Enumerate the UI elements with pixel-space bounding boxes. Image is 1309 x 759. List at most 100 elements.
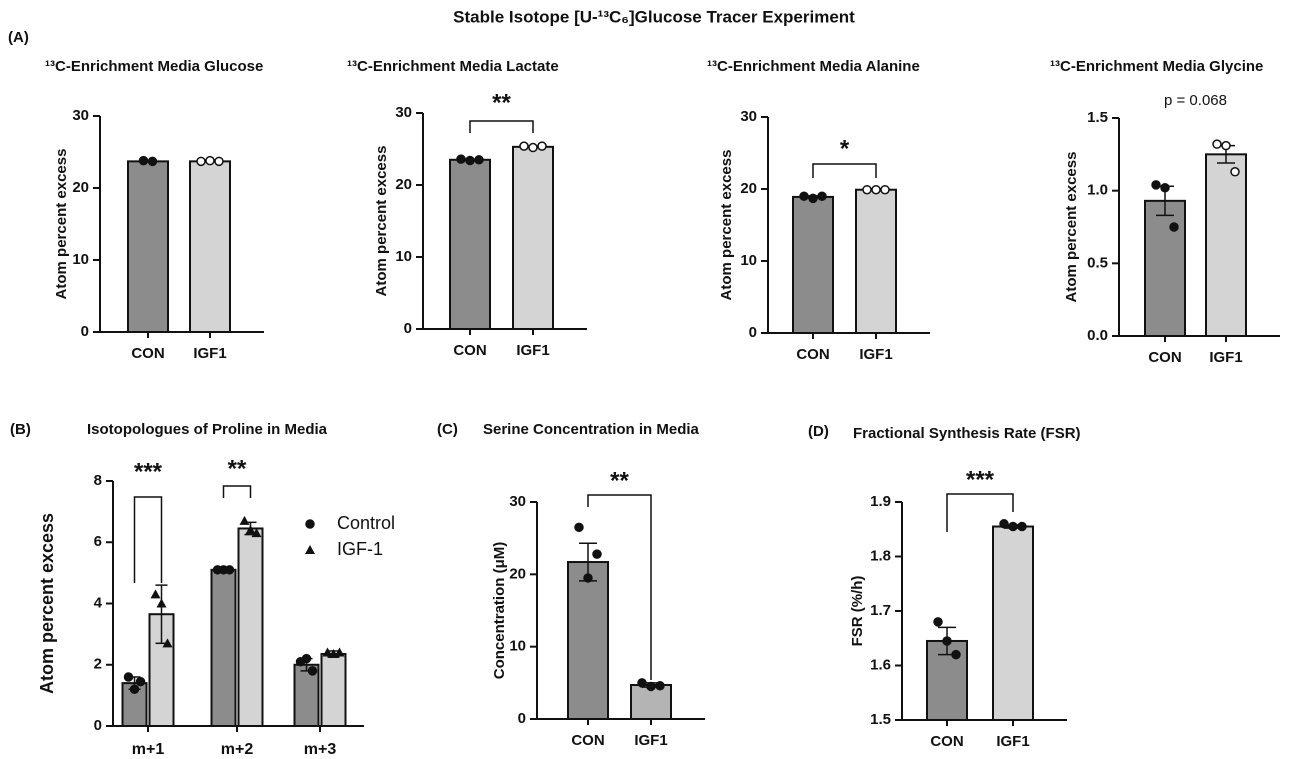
data-point xyxy=(1008,521,1018,532)
bar xyxy=(127,160,169,333)
chart-title: Isotopologues of Proline in Media xyxy=(87,421,328,438)
data-point xyxy=(205,155,215,166)
y-tick-label: 0.0 xyxy=(1087,327,1108,344)
significance-label: * xyxy=(840,135,850,162)
y-axis-label: Atom percent excess xyxy=(37,513,57,694)
data-point xyxy=(592,549,602,559)
data-point xyxy=(646,681,656,692)
bar xyxy=(992,525,1034,722)
significance-bracket xyxy=(587,494,652,680)
data-point xyxy=(1221,140,1231,151)
bar xyxy=(189,160,231,333)
y-tick-label: 8 xyxy=(94,472,102,489)
data-point xyxy=(1017,521,1027,532)
y-axis-label: Atom percent excess xyxy=(718,150,735,301)
data-point xyxy=(135,676,146,687)
y-tick-label: 6 xyxy=(94,533,102,550)
x-tick-label: CON xyxy=(930,733,963,750)
significance-bracket xyxy=(812,163,877,178)
x-tick-label: CON xyxy=(453,342,486,359)
chart-title: Fractional Synthesis Rate (FSR) xyxy=(853,425,1081,442)
data-point xyxy=(334,647,345,657)
x-tick-label: CON xyxy=(1148,349,1181,366)
y-tick-label: 2 xyxy=(94,656,102,673)
legend-label: IGF-1 xyxy=(337,539,383,559)
data-point xyxy=(322,647,333,657)
data-point xyxy=(880,184,890,195)
data-point xyxy=(1230,167,1240,177)
data-point xyxy=(871,184,881,195)
data-point xyxy=(456,154,466,164)
chart-title: ¹³C-Enrichment Media Glycine xyxy=(1050,58,1263,75)
y-tick-label: 0 xyxy=(404,320,412,337)
significance-label: ** xyxy=(492,89,511,116)
data-point xyxy=(307,666,318,676)
panel-label: (B) xyxy=(10,421,31,438)
y-tick-label: 1.7 xyxy=(870,602,891,619)
bar xyxy=(1144,199,1186,337)
bar xyxy=(210,568,237,727)
x-tick-label: IGF1 xyxy=(859,346,892,363)
significance-label: ** xyxy=(610,467,629,494)
y-tick-label: 1.8 xyxy=(870,547,891,564)
x-tick-label: IGF1 xyxy=(516,342,549,359)
y-tick-label: 1.6 xyxy=(870,656,891,673)
data-point xyxy=(817,191,827,201)
x-tick-label: IGF1 xyxy=(996,733,1029,750)
y-tick-label: 1.5 xyxy=(870,711,891,728)
data-point xyxy=(147,156,158,167)
data-point xyxy=(637,678,647,688)
significance-bracket xyxy=(469,120,534,133)
y-tick-label: 20 xyxy=(395,176,412,193)
data-point xyxy=(1169,222,1179,232)
data-point xyxy=(799,191,809,201)
data-point xyxy=(528,142,538,153)
x-tick-label: m+3 xyxy=(304,741,337,758)
figure-title: Stable Isotope [U-¹³C₆]Glucose Tracer Ex… xyxy=(453,7,855,26)
x-tick-label: CON xyxy=(131,345,164,362)
significance-label: ** xyxy=(228,455,247,482)
data-point xyxy=(1160,183,1170,193)
bar xyxy=(237,527,264,727)
significance-bracket xyxy=(946,493,1014,532)
bar xyxy=(512,145,554,330)
chart-title: ¹³C-Enrichment Media Alanine xyxy=(707,58,920,75)
y-tick-label: 0 xyxy=(81,323,89,340)
data-point xyxy=(951,649,961,660)
data-point xyxy=(224,565,235,575)
y-tick-label: 10 xyxy=(395,248,412,265)
y-tick-label: 1.0 xyxy=(1087,182,1108,199)
data-point xyxy=(123,672,134,682)
annotation: p = 0.068 xyxy=(1164,92,1227,109)
data-point xyxy=(574,522,584,533)
data-point xyxy=(862,184,872,195)
y-tick-label: 10 xyxy=(509,638,526,655)
data-point xyxy=(150,589,161,599)
data-point xyxy=(933,617,943,627)
chart-title: ¹³C-Enrichment Media Lactate xyxy=(347,58,559,75)
y-axis-label: Atom percent excess xyxy=(53,149,70,300)
data-point xyxy=(245,525,256,534)
y-axis-label: Concentration (μM) xyxy=(491,542,508,680)
y-tick-label: 1.5 xyxy=(1087,109,1108,126)
x-tick-label: m+2 xyxy=(221,741,254,758)
data-point xyxy=(999,519,1009,529)
data-point xyxy=(162,638,173,648)
data-point xyxy=(537,141,547,151)
data-point xyxy=(1212,139,1222,149)
data-point xyxy=(583,573,593,583)
data-point xyxy=(156,598,167,608)
x-tick-label: CON xyxy=(796,346,829,363)
chart-title: ¹³C-Enrichment Media Glucose xyxy=(45,58,263,75)
x-tick-label: CON xyxy=(571,732,604,749)
panel-label: (C) xyxy=(437,421,458,438)
data-point xyxy=(474,155,484,165)
data-point xyxy=(251,528,262,538)
data-point xyxy=(196,156,206,167)
panel-label: (A) xyxy=(8,29,29,46)
data-point xyxy=(301,653,312,664)
data-point xyxy=(305,545,315,554)
y-tick-label: 0 xyxy=(749,324,757,341)
x-tick-label: m+1 xyxy=(132,741,165,758)
